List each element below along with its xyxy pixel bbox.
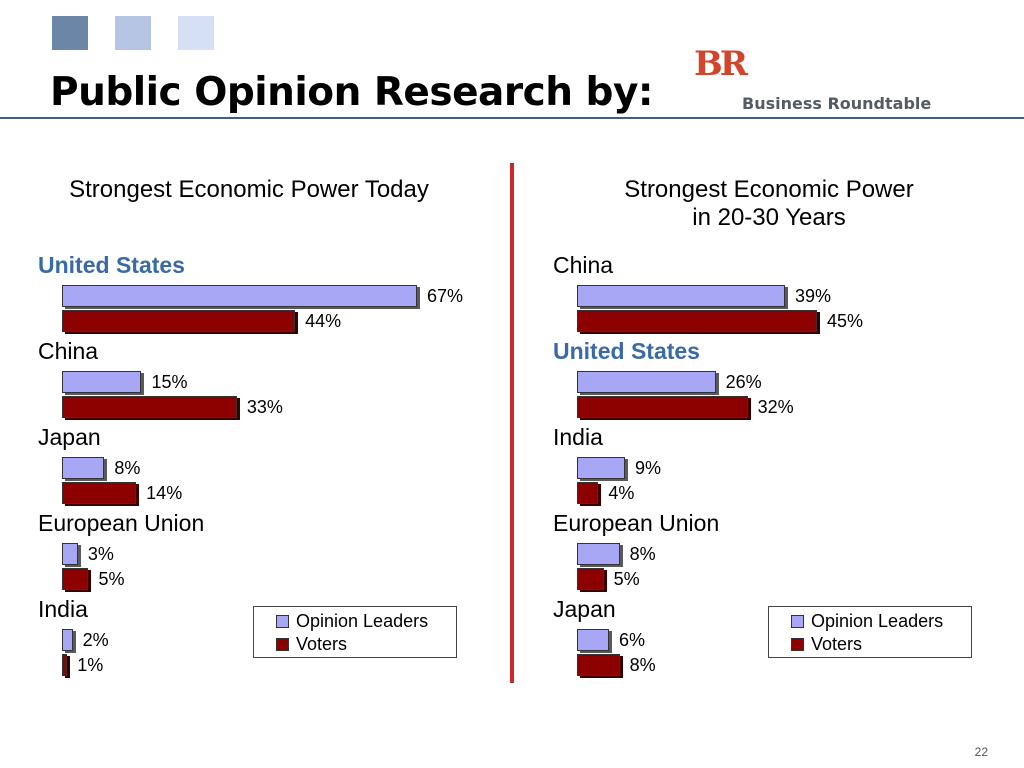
title-rule (0, 117, 1024, 119)
value-label-voters-united-states: 44% (305, 311, 342, 331)
bar-voters-china (577, 310, 817, 332)
category-label-india: India (38, 596, 88, 622)
bar-voters-european-union (62, 568, 89, 590)
legend-swatch-opinion-leaders (276, 615, 289, 628)
value-label-voters-european-union: 5% (98, 569, 125, 589)
value-label-opinion-leaders-japan: 8% (114, 458, 141, 478)
legend-swatch-voters (276, 638, 289, 651)
bar-opinion-leaders-india (577, 457, 625, 479)
accent-square-3 (178, 16, 214, 50)
value-label-voters-china: 45% (827, 311, 864, 331)
chart-title-future: Strongest Economic Power in 20-30 Years (624, 176, 914, 231)
value-label-opinion-leaders-united-states: 67% (427, 286, 464, 306)
bar-voters-india (577, 482, 599, 504)
bar-opinion-leaders-european-union (577, 543, 620, 565)
bar-opinion-leaders-china (577, 285, 785, 307)
value-label-voters-united-states: 32% (757, 397, 794, 417)
bar-voters-european-union (577, 568, 604, 590)
bar-opinion-leaders-china (62, 371, 142, 393)
bar-voters-china (62, 396, 237, 418)
category-label-japan: Japan (553, 596, 616, 622)
value-label-opinion-leaders-european-union: 3% (87, 544, 114, 564)
chart-title-today: Strongest Economic Power Today (69, 176, 429, 203)
value-label-opinion-leaders-japan: 6% (619, 630, 646, 650)
bar-opinion-leaders-united-states (577, 371, 716, 393)
value-label-voters-china: 33% (246, 397, 283, 417)
legend-swatch-opinion-leaders (791, 615, 804, 628)
category-label-india: India (553, 424, 603, 450)
business-roundtable-logo: BR Business Roundtable (690, 38, 950, 118)
accent-square-1 (52, 16, 88, 50)
legend-item-opinion-leaders: Opinion Leaders (791, 610, 971, 633)
category-label-united-states: United States (38, 252, 185, 278)
bar-voters-india (62, 654, 68, 676)
logo-text: Business Roundtable (742, 94, 932, 113)
value-label-voters-japan: 8% (629, 655, 656, 675)
value-label-opinion-leaders-china: 39% (795, 286, 832, 306)
legend-today: Opinion Leaders Voters (253, 606, 457, 658)
value-label-opinion-leaders-china: 15% (151, 372, 188, 392)
category-label-european-union: European Union (553, 510, 720, 536)
value-label-opinion-leaders-india: 2% (82, 630, 109, 650)
bar-voters-united-states (577, 396, 748, 418)
bar-voters-united-states (62, 310, 296, 332)
bar-opinion-leaders-japan (577, 629, 609, 651)
category-label-china: China (38, 338, 99, 364)
page-title: Public Opinion Research by: (50, 70, 654, 115)
bar-voters-japan (62, 482, 137, 504)
bar-opinion-leaders-india (62, 629, 73, 651)
bar-opinion-leaders-japan (62, 457, 105, 479)
category-label-united-states: United States (553, 338, 700, 364)
accent-square-2 (115, 16, 151, 50)
value-label-voters-european-union: 5% (613, 569, 640, 589)
legend-swatch-voters (791, 638, 804, 651)
page-number: 22 (974, 745, 988, 759)
legend-item-voters: Voters (791, 633, 971, 656)
legend-item-voters: Voters (276, 633, 456, 656)
bar-opinion-leaders-european-union (62, 543, 78, 565)
category-label-european-union: European Union (38, 510, 205, 536)
value-label-opinion-leaders-european-union: 8% (629, 544, 656, 564)
category-label-japan: Japan (38, 424, 101, 450)
bar-opinion-leaders-united-states (62, 285, 417, 307)
br-logo-mark: BR (694, 44, 748, 84)
bar-voters-japan (577, 654, 620, 676)
value-label-voters-india: 4% (608, 483, 635, 503)
value-label-opinion-leaders-united-states: 26% (725, 372, 762, 392)
value-label-voters-india: 1% (77, 655, 104, 675)
category-label-china: China (553, 252, 614, 278)
legend-future: Opinion Leaders Voters (768, 606, 972, 658)
panel-divider (510, 163, 514, 683)
legend-item-opinion-leaders: Opinion Leaders (276, 610, 456, 633)
value-label-voters-japan: 14% (146, 483, 183, 503)
value-label-opinion-leaders-india: 9% (635, 458, 662, 478)
